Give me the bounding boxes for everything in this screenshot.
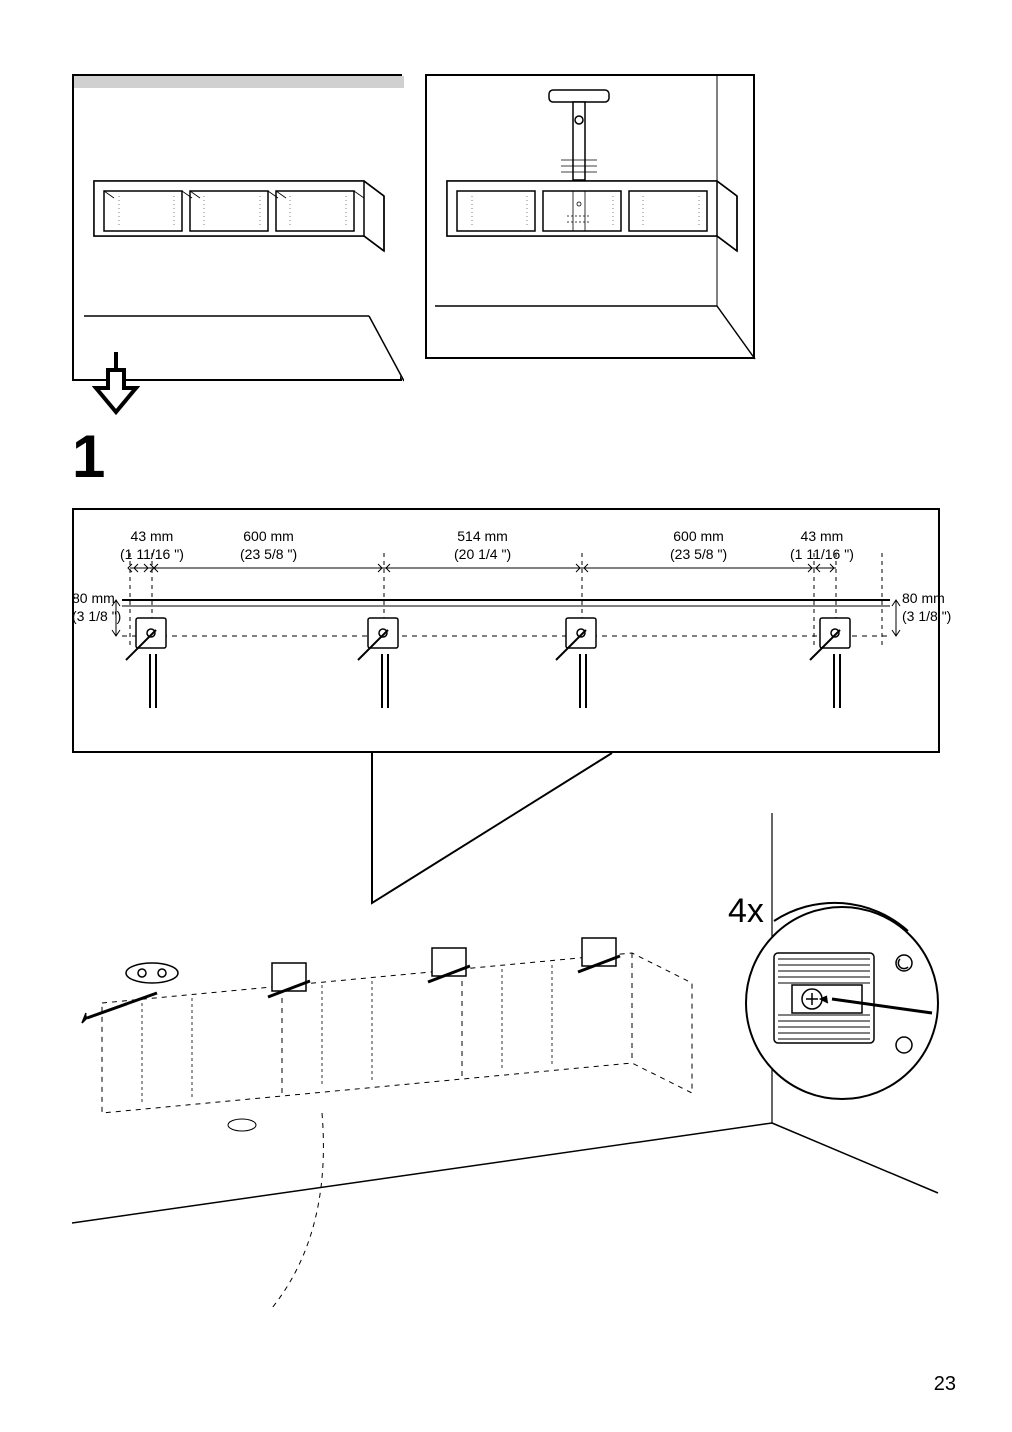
dim-in: (1 11/16 ") [120, 546, 184, 564]
dim-mm: 80 mm [72, 590, 121, 608]
page-number: 23 [934, 1373, 956, 1396]
dim-514: 514 mm (20 1/4 ") [454, 528, 511, 563]
dim-43-left: 43 mm (1 11/16 ") [120, 528, 184, 563]
quantity-label: 4x [728, 892, 764, 931]
arrow-down-icon [86, 352, 146, 422]
dim-600-left: 600 mm (23 5/8 ") [240, 528, 297, 563]
dim-in: (23 5/8 ") [670, 546, 727, 564]
dim-in: (3 1/8 ") [902, 608, 951, 626]
dim-mm: 600 mm [240, 528, 297, 546]
dim-in: (20 1/4 ") [454, 546, 511, 564]
dim-mm: 80 mm [902, 590, 951, 608]
illustration-mounting [72, 753, 940, 1313]
dim-in: (23 5/8 ") [240, 546, 297, 564]
dim-mm: 43 mm [790, 528, 854, 546]
dim-80-left: 80 mm (3 1/8 ") [72, 590, 121, 625]
instruction-page: 1 [0, 0, 1012, 1432]
dim-80-right: 80 mm (3 1/8 ") [902, 590, 951, 625]
step-number: 1 [72, 422, 105, 491]
panel-top-right [425, 74, 755, 359]
panel-top-left [72, 74, 402, 381]
dim-mm: 514 mm [454, 528, 511, 546]
dim-mm: 600 mm [670, 528, 727, 546]
dim-in: (1 11/16 ") [790, 546, 854, 564]
illustration-shelf-with-bracket [427, 76, 757, 361]
dim-43-right: 43 mm (1 11/16 ") [790, 528, 854, 563]
illustration-shelf-on-wall [74, 76, 404, 383]
dim-in: (3 1/8 ") [72, 608, 121, 626]
dim-600-right: 600 mm (23 5/8 ") [670, 528, 727, 563]
dim-mm: 43 mm [120, 528, 184, 546]
